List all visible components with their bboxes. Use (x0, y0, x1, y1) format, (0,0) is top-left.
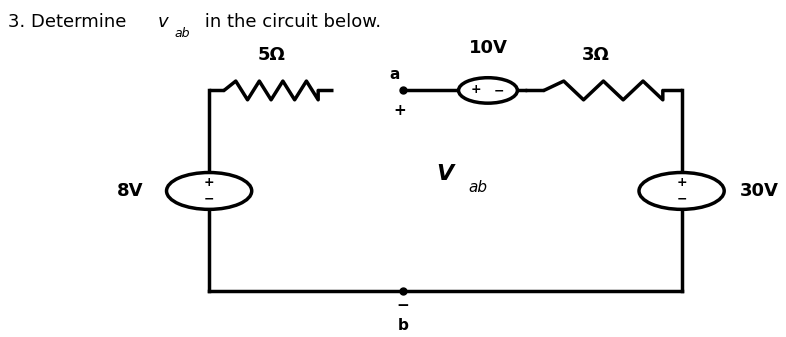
Text: b: b (397, 318, 408, 333)
Text: +: + (470, 83, 481, 96)
Text: −: − (204, 192, 215, 206)
Circle shape (458, 78, 517, 103)
Text: V: V (436, 164, 453, 184)
Text: 3. Determine: 3. Determine (8, 13, 132, 31)
Text: 5Ω: 5Ω (257, 45, 285, 64)
Text: 8V: 8V (117, 182, 143, 200)
Text: a: a (390, 67, 400, 82)
Text: 3Ω: 3Ω (582, 45, 610, 64)
Text: v: v (157, 13, 168, 31)
Circle shape (639, 173, 724, 209)
Text: in the circuit below.: in the circuit below. (199, 13, 381, 31)
Text: −: − (396, 298, 410, 313)
Text: +: + (393, 103, 406, 118)
Text: ab: ab (468, 180, 487, 195)
Text: 10V: 10V (468, 39, 508, 57)
Text: +: + (204, 176, 215, 189)
Text: 30V: 30V (740, 182, 779, 200)
Text: −: − (676, 192, 687, 206)
Text: +: + (676, 176, 687, 189)
Circle shape (167, 173, 252, 209)
Text: ab: ab (174, 27, 189, 40)
Text: −: − (494, 85, 504, 98)
